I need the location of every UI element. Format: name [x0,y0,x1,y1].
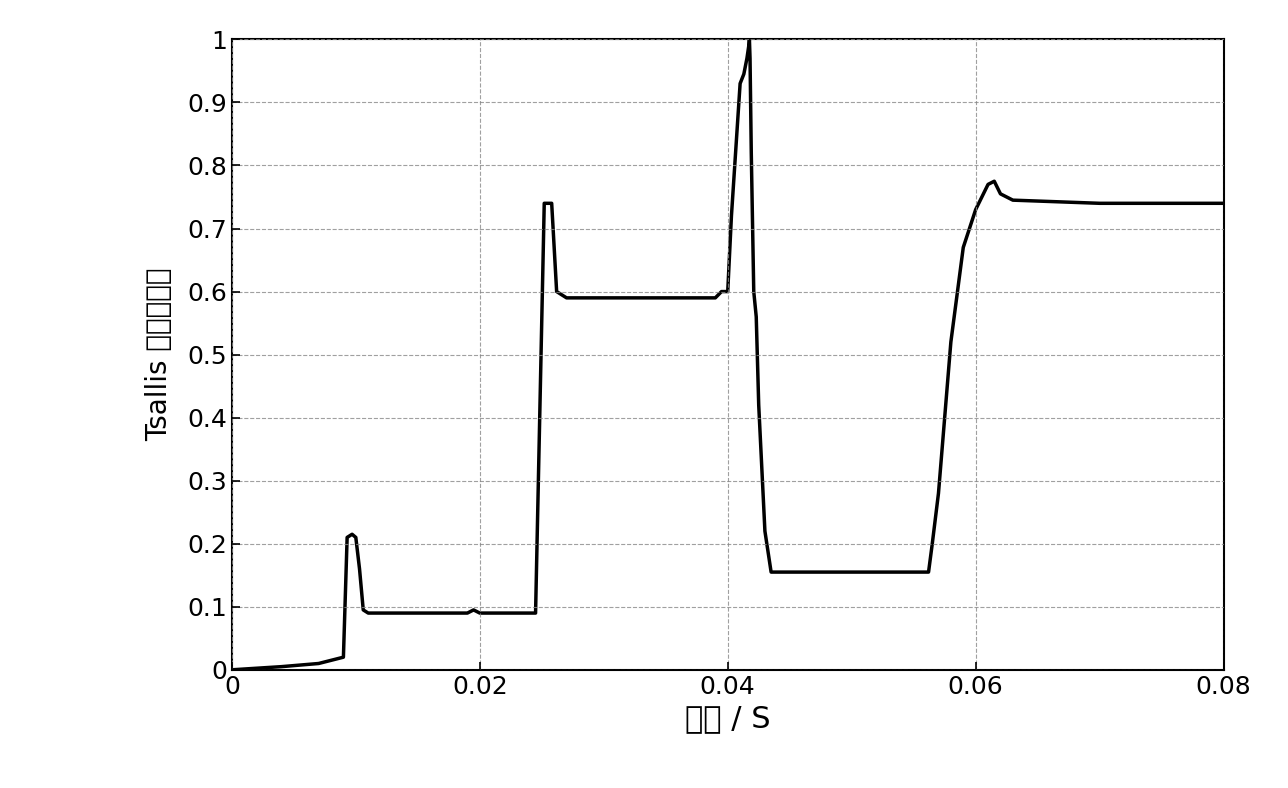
X-axis label: 时间 / S: 时间 / S [685,704,770,733]
Y-axis label: Tsallis 小波奇异熵: Tsallis 小波奇异熵 [146,268,173,441]
